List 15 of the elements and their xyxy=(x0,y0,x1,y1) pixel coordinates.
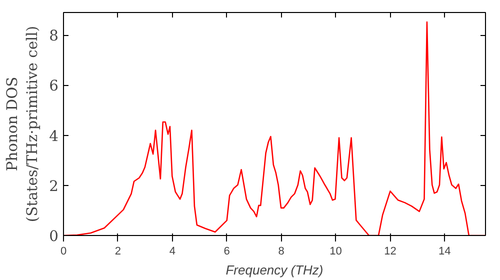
y-tick-label: 2 xyxy=(49,178,59,195)
y-tick-label: 8 xyxy=(49,28,59,45)
y-tick-label: 6 xyxy=(49,78,59,95)
y-axis-title: Phonon DOS (States/THz·primitive cell) xyxy=(4,26,42,222)
y-tick-label: 0 xyxy=(49,228,59,245)
x-tick-label: 4 xyxy=(169,246,176,258)
x-tick-label: 14 xyxy=(438,246,451,258)
x-axis-title: Frequency (THz) xyxy=(226,262,324,278)
x-tick-label: 8 xyxy=(278,246,284,258)
x-tick-label: 6 xyxy=(224,246,230,258)
x-tick-label: 0 xyxy=(60,246,67,258)
y-tick-label: 4 xyxy=(49,128,59,145)
x-tick-label: 2 xyxy=(114,246,122,258)
x-tick-label: 10 xyxy=(330,246,342,258)
x-tick-label: 12 xyxy=(384,246,396,258)
